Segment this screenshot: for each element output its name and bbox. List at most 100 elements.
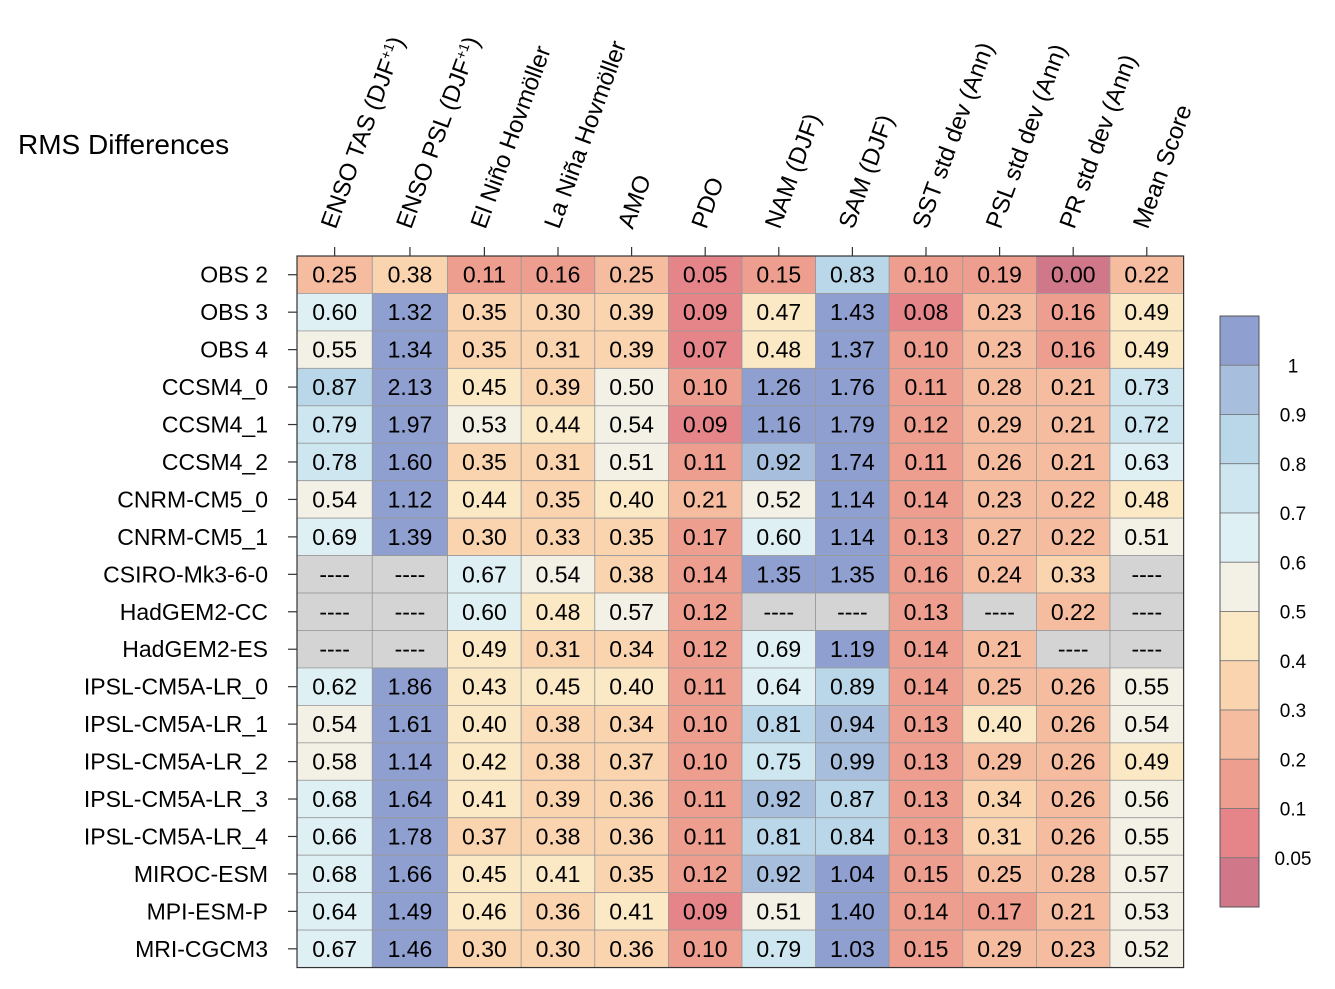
cell-value-label: 0.10	[683, 749, 728, 775]
heatmap-cell	[520, 779, 596, 819]
heatmap-cell	[520, 480, 596, 519]
cell-value-label: 0.57	[1124, 861, 1169, 887]
cell-value-label: 0.16	[536, 262, 581, 288]
heatmap-cell	[815, 817, 890, 856]
heatmap-cell	[962, 293, 1037, 332]
heatmap-cell	[741, 742, 816, 781]
row-label: MRI-CGCM3	[135, 936, 268, 962]
cell-value-label: 0.37	[462, 823, 507, 849]
heatmap-cell	[296, 929, 373, 968]
cell-value-label: 1.03	[830, 936, 875, 962]
heatmap-cell	[741, 442, 816, 482]
cell-value-label: 0.27	[977, 524, 1022, 550]
cell-value-label: 0.14	[904, 898, 949, 924]
heatmap-cell	[962, 480, 1037, 519]
cell-value-label: 0.26	[1051, 674, 1096, 700]
heatmap-cell	[296, 367, 373, 407]
heatmap-cell	[815, 779, 890, 819]
colorbar-segment	[1219, 857, 1260, 908]
cell-value-label: 0.75	[756, 749, 801, 775]
cell-value-label: 0.12	[683, 861, 728, 887]
colorbar-tick-label: 0.2	[1280, 750, 1306, 771]
heatmap-cell	[668, 442, 743, 482]
heatmap-cell	[668, 293, 743, 332]
heatmap-cell	[668, 667, 743, 706]
heatmap-cell	[520, 555, 596, 594]
cell-value-label: 0.34	[609, 636, 654, 662]
heatmap-cell	[741, 405, 816, 444]
cell-value-label: 0.45	[462, 374, 507, 400]
cell-value-label: 0.09	[683, 299, 728, 325]
cell-value-label: 0.21	[683, 486, 728, 512]
cell-value-label: 0.14	[904, 674, 949, 700]
heatmap-cell	[888, 442, 964, 482]
heatmap-cell	[371, 405, 448, 444]
heatmap-cell	[962, 517, 1037, 557]
cell-value-label: 0.94	[830, 711, 875, 737]
heatmap-cell	[594, 742, 669, 781]
heatmap-cell	[815, 293, 890, 332]
cell-value-label: 0.10	[683, 711, 728, 737]
heatmap-cell	[447, 817, 522, 856]
column-label: NAM (DJF)	[760, 110, 826, 232]
cell-value-label: 0.30	[462, 524, 507, 550]
cell-value-label: 0.40	[609, 486, 654, 512]
heatmap-cell	[520, 892, 596, 931]
heatmap-cell	[447, 480, 522, 519]
heatmap-cell	[296, 742, 373, 781]
cell-value-label: 0.22	[1124, 262, 1169, 288]
cell-value-label: 0.25	[977, 861, 1022, 887]
cell-value-label: 1.46	[388, 936, 433, 962]
column-label: SAM (DJF)	[834, 111, 900, 232]
heatmap-cell	[668, 742, 743, 781]
cell-value-label: ----	[319, 636, 350, 662]
colorbar-tick-label: 0.1	[1280, 800, 1306, 821]
heatmap-cell	[520, 367, 596, 407]
cell-value-label: 0.13	[904, 823, 949, 849]
heatmap-cell	[447, 854, 522, 894]
heatmap-cell	[962, 367, 1037, 407]
cell-value-label: 0.36	[609, 936, 654, 962]
heatmap-cell	[741, 555, 816, 594]
cell-value-label: 0.51	[609, 449, 654, 475]
cell-value-label: 0.51	[756, 898, 801, 924]
heatmap-cell	[1109, 742, 1184, 781]
heatmap-cell	[296, 817, 373, 856]
heatmap-cell	[1109, 705, 1184, 744]
heatmap-cell	[741, 705, 816, 744]
cell-value-label: 0.28	[977, 374, 1022, 400]
cell-value-label: ----	[984, 599, 1015, 625]
heatmap-cell	[520, 442, 596, 482]
heatmap-cell	[1109, 854, 1184, 894]
row-label: IPSL-CM5A-LR_4	[84, 823, 268, 849]
heatmap-cell	[594, 929, 669, 968]
cell-value-label: 0.23	[977, 486, 1022, 512]
cell-value-label: 0.29	[977, 749, 1022, 775]
heatmap-cell	[594, 854, 669, 894]
cell-value-label: 0.25	[609, 262, 654, 288]
colorbar-segment	[1219, 315, 1260, 366]
column-label: El Niño Hovmöller	[466, 42, 557, 232]
cell-value-label: 0.30	[462, 936, 507, 962]
cell-value-label: 0.23	[977, 337, 1022, 363]
cell-value-label: 0.52	[756, 486, 801, 512]
colorbar: 1 0.9 0.8 0.7 0.6 0.5 0.4 0.3 0.2 0.1 0.05	[1219, 315, 1311, 908]
cell-value-label: 0.64	[312, 898, 357, 924]
heatmap-cell	[1036, 705, 1111, 744]
row-label: CCSM4_0	[162, 374, 268, 400]
heatmap-cell	[741, 517, 816, 557]
cell-value-label: 1.39	[388, 524, 433, 550]
heatmap-cell	[1036, 630, 1111, 669]
cell-value-label: 0.54	[609, 412, 654, 438]
cell-value-label: 0.10	[683, 936, 728, 962]
cell-value-label: 0.26	[1051, 786, 1096, 812]
heatmap-cell	[962, 742, 1037, 781]
cell-value-label: 0.35	[609, 524, 654, 550]
cell-value-label: 1.76	[830, 374, 875, 400]
heatmap-cell	[1109, 592, 1184, 631]
column-label: PR std dev (Ann)	[1054, 51, 1142, 232]
cell-value-label: 1.61	[388, 711, 433, 737]
heatmap-cell	[1036, 517, 1111, 557]
column-label: La Niña Hovmöller	[539, 37, 632, 232]
cell-value-label: 0.23	[1051, 936, 1096, 962]
